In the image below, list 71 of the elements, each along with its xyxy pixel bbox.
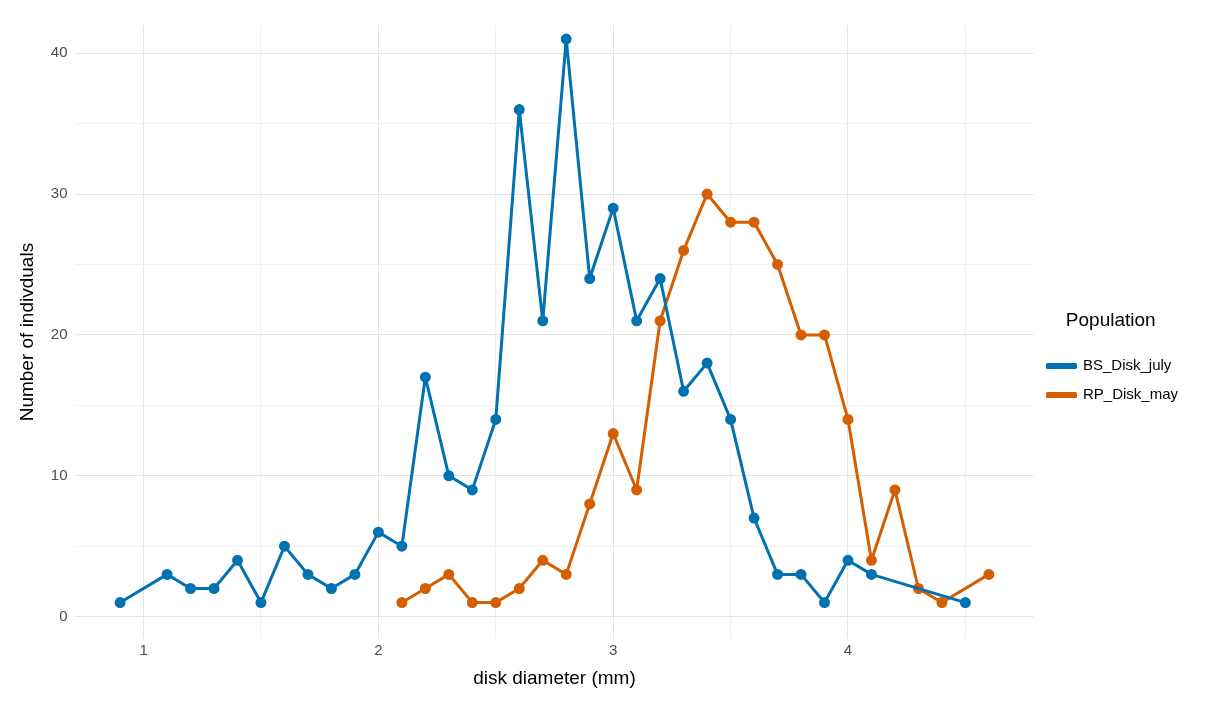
point bbox=[513, 104, 525, 116]
point bbox=[725, 216, 737, 228]
point bbox=[819, 329, 830, 341]
point bbox=[678, 244, 690, 256]
point bbox=[772, 258, 784, 270]
point bbox=[631, 484, 643, 496]
point bbox=[490, 413, 502, 425]
point bbox=[842, 413, 854, 425]
legend-label: BS_Disk_july bbox=[1082, 356, 1172, 374]
point bbox=[396, 597, 408, 609]
point bbox=[255, 597, 267, 609]
x-tick-label: 1 bbox=[139, 641, 148, 659]
point bbox=[560, 568, 572, 580]
point bbox=[584, 273, 596, 285]
point bbox=[701, 357, 713, 369]
point bbox=[654, 315, 666, 327]
x-tick-label: 3 bbox=[609, 641, 618, 659]
y-tick-label: 40 bbox=[50, 43, 68, 61]
point bbox=[842, 554, 854, 566]
point bbox=[748, 512, 760, 524]
point bbox=[185, 582, 197, 594]
point bbox=[607, 428, 619, 440]
point bbox=[372, 526, 384, 538]
point bbox=[889, 484, 901, 496]
point bbox=[607, 202, 619, 214]
y-tick-label: 20 bbox=[50, 325, 68, 343]
point bbox=[419, 371, 431, 383]
point bbox=[725, 413, 737, 425]
y-tick-label: 30 bbox=[50, 184, 68, 202]
point bbox=[232, 554, 243, 566]
point bbox=[208, 582, 220, 594]
point bbox=[466, 484, 478, 496]
point bbox=[443, 470, 455, 482]
point bbox=[795, 568, 807, 580]
point bbox=[560, 33, 572, 45]
point bbox=[748, 216, 760, 228]
point bbox=[654, 273, 666, 285]
point bbox=[302, 568, 314, 580]
point bbox=[819, 597, 830, 609]
point bbox=[325, 582, 337, 594]
point bbox=[701, 188, 713, 200]
point bbox=[959, 597, 971, 609]
x-tick-label: 4 bbox=[843, 641, 853, 659]
point bbox=[513, 582, 525, 594]
point bbox=[278, 540, 290, 552]
y-axis-title: Number of indivduals bbox=[15, 242, 37, 422]
point bbox=[795, 329, 807, 341]
y-tick-label: 10 bbox=[50, 465, 68, 483]
point bbox=[443, 568, 455, 580]
point bbox=[161, 568, 173, 580]
point bbox=[865, 554, 877, 566]
point bbox=[631, 315, 643, 327]
point bbox=[114, 597, 126, 609]
point bbox=[865, 568, 877, 580]
point bbox=[349, 568, 361, 580]
point bbox=[584, 498, 596, 510]
legend-title: Population bbox=[1065, 309, 1156, 331]
point bbox=[396, 540, 408, 552]
point bbox=[419, 582, 431, 594]
point bbox=[490, 597, 502, 609]
x-axis-title: disk diameter (mm) bbox=[473, 666, 636, 688]
point bbox=[466, 597, 478, 609]
point bbox=[537, 315, 549, 327]
point bbox=[936, 597, 948, 609]
x-tick-label: 2 bbox=[374, 641, 383, 659]
point bbox=[678, 385, 690, 397]
point bbox=[772, 568, 784, 580]
point bbox=[983, 568, 995, 580]
y-tick-label: 0 bbox=[59, 606, 68, 624]
point bbox=[537, 554, 549, 566]
legend-label: RP_Disk_may bbox=[1082, 385, 1179, 403]
